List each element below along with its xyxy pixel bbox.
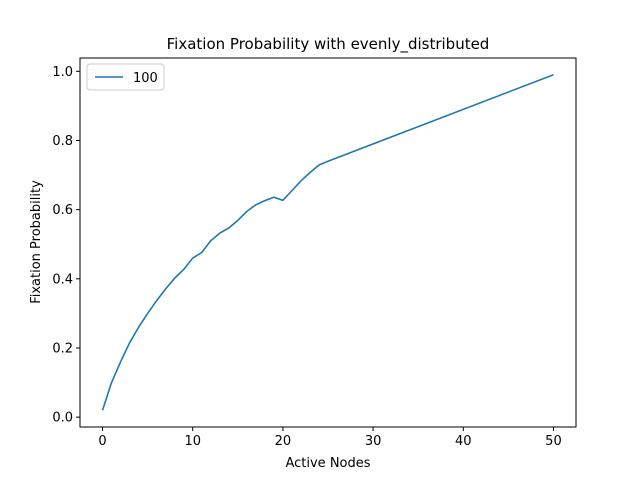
y-tick-label: 0.8 [52, 134, 73, 149]
x-tick-label: 20 [275, 434, 292, 449]
y-axis-label: Fixation Probability [29, 180, 44, 304]
x-tick-label: 0 [98, 434, 106, 449]
y-axis: 0.0 0.2 0.4 0.6 0.8 1.0 [52, 65, 80, 426]
x-axis: 0 10 20 30 40 50 [98, 427, 562, 449]
y-tick-label: 1.0 [52, 65, 73, 80]
y-tick-label: 0.4 [52, 272, 73, 287]
y-tick-label: 0.0 [52, 411, 73, 426]
x-tick-label: 40 [455, 434, 472, 449]
chart-title: Fixation Probability with evenly_distrib… [167, 35, 490, 54]
x-axis-label: Active Nodes [285, 456, 370, 471]
plot-area [79, 57, 577, 428]
legend-box [86, 63, 165, 91]
legend: 100 [86, 63, 165, 91]
y-tick-label: 0.2 [52, 341, 73, 356]
x-tick-label: 30 [365, 434, 382, 449]
x-tick-label: 10 [184, 434, 201, 449]
plot-frame [79, 57, 577, 428]
y-tick-label: 0.6 [52, 203, 73, 218]
legend-label: 100 [133, 71, 158, 86]
series-layer [101, 74, 554, 411]
x-tick-label: 50 [545, 434, 562, 449]
